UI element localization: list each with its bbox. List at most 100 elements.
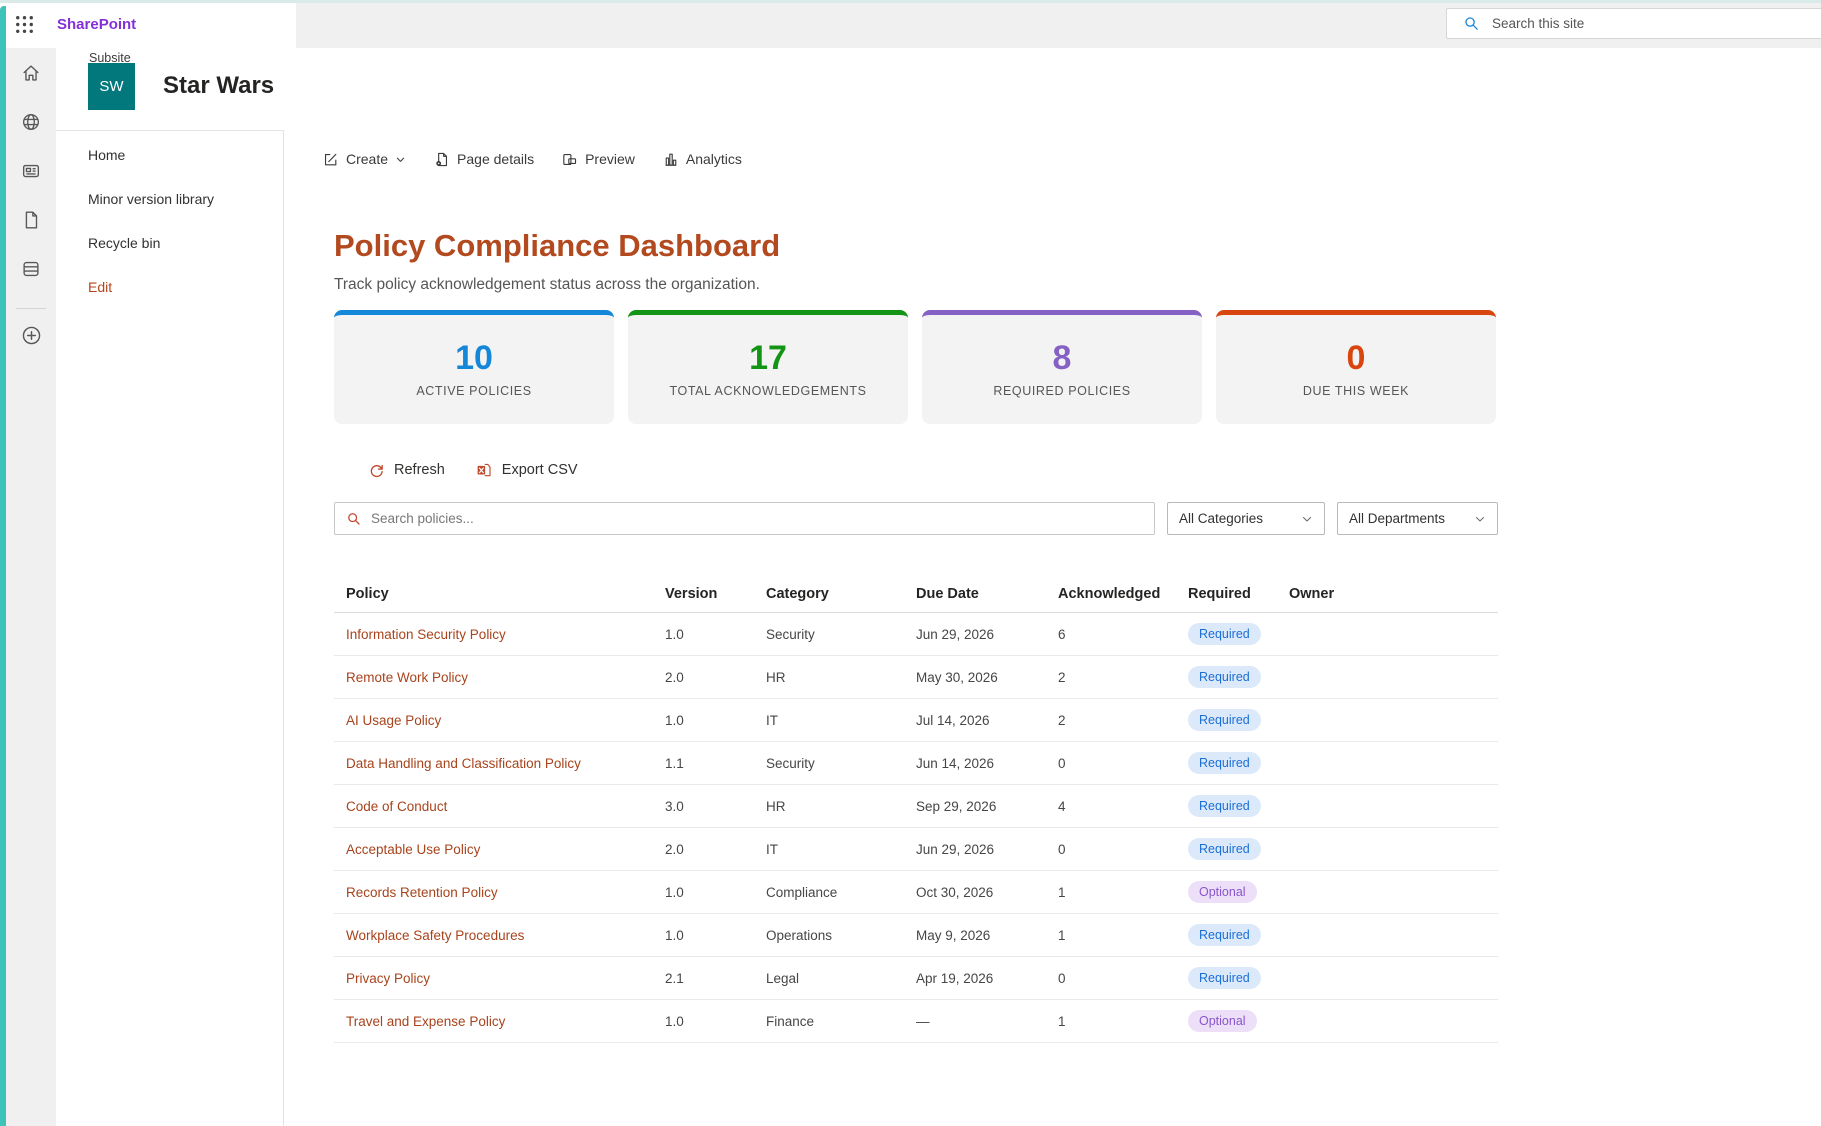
cell-category: IT <box>766 841 778 857</box>
cell-category: Security <box>766 626 815 642</box>
required-badge: Required <box>1188 623 1261 645</box>
table-row: Code of Conduct 3.0 HR Sep 29, 2026 4 Re… <box>334 785 1498 828</box>
site-logo[interactable]: SW <box>88 63 135 110</box>
app-launcher-waffle-icon[interactable] <box>0 0 48 48</box>
cell-due-date: May 9, 2026 <box>916 927 991 943</box>
table-row: Privacy Policy 2.1 Legal Apr 19, 2026 0 … <box>334 957 1498 1000</box>
column-header-owner: Owner <box>1289 585 1335 602</box>
stat-value: 17 <box>749 339 787 377</box>
create-button[interactable]: Create <box>322 151 406 168</box>
site-header: Subsite SW Star Wars <box>56 48 1821 130</box>
chevron-down-icon <box>1476 516 1484 521</box>
cell-due-date: Jun 29, 2026 <box>916 626 995 642</box>
policy-link[interactable]: Data Handling and Classification Policy <box>346 755 581 771</box>
preview-devices-icon <box>563 153 577 165</box>
cell-category: Operations <box>766 927 833 943</box>
required-badge: Optional <box>1188 1010 1257 1032</box>
analytics-label: Analytics <box>685 151 742 167</box>
policy-link[interactable]: Records Retention Policy <box>346 884 498 900</box>
waffle-grid-icon <box>15 15 33 33</box>
cell-version: 2.1 <box>665 970 684 986</box>
page-details-button[interactable]: Page details <box>433 151 534 168</box>
cell-due-date: — <box>916 1013 930 1029</box>
table-row: Workplace Safety Procedures 1.0 Operatio… <box>334 914 1498 957</box>
policy-link[interactable]: Acceptable Use Policy <box>346 841 481 857</box>
cell-version: 1.0 <box>665 712 684 728</box>
page-subtitle: Track policy acknowledgement status acro… <box>334 276 760 293</box>
refresh-label: Refresh <box>394 462 445 478</box>
page-content: Create Page details Preview <box>284 130 1821 1126</box>
required-badge: Required <box>1188 709 1261 731</box>
cell-category: Compliance <box>766 884 838 900</box>
news-icon[interactable] <box>19 159 43 183</box>
cell-due-date: Apr 19, 2026 <box>916 970 994 986</box>
cell-category: IT <box>766 712 778 728</box>
cell-acknowledged: 0 <box>1058 755 1066 771</box>
refresh-icon <box>370 464 383 477</box>
table-header: Policy Version Category Due Date Acknowl… <box>334 575 1498 613</box>
sharepoint-brand-link[interactable]: SharePoint <box>57 15 137 33</box>
rail-divider <box>16 308 46 309</box>
category-filter-dropdown[interactable]: All Categories <box>1167 502 1325 535</box>
cell-version: 1.0 <box>665 1013 684 1029</box>
cell-acknowledged: 0 <box>1058 970 1066 986</box>
compose-icon <box>324 153 337 165</box>
policy-search-box[interactable] <box>334 502 1155 535</box>
cell-category: Finance <box>766 1013 815 1029</box>
cell-version: 2.0 <box>665 669 684 685</box>
nav-item-minor-version-library[interactable]: Minor version library <box>88 191 215 207</box>
policy-search-input[interactable] <box>371 511 1111 526</box>
preview-button[interactable]: Preview <box>561 151 635 168</box>
policy-link[interactable]: Privacy Policy <box>346 970 431 986</box>
cell-due-date: Jun 14, 2026 <box>916 755 995 771</box>
required-badge: Required <box>1188 924 1261 946</box>
site-search-input[interactable] <box>1492 16 1752 31</box>
chevron-down-icon <box>1303 516 1311 521</box>
content-list-icon[interactable] <box>19 257 43 281</box>
suite-top-bar: SharePoint <box>0 0 1821 48</box>
export-csv-button[interactable]: Export CSV <box>475 461 578 479</box>
policy-link[interactable]: Travel and Expense Policy <box>346 1013 506 1029</box>
required-badge: Optional <box>1188 881 1257 903</box>
required-badge: Required <box>1188 795 1261 817</box>
analytics-button[interactable]: Analytics <box>662 151 742 168</box>
table-row: Remote Work Policy 2.0 HR May 30, 2026 2… <box>334 656 1498 699</box>
required-badge: Required <box>1188 967 1261 989</box>
policy-link[interactable]: Remote Work Policy <box>346 669 469 685</box>
policy-link[interactable]: Information Security Policy <box>346 626 506 642</box>
nav-edit-link[interactable]: Edit <box>88 279 113 295</box>
department-filter-value: All Departments <box>1349 511 1446 526</box>
refresh-button[interactable]: Refresh <box>368 462 445 479</box>
cell-due-date: Sep 29, 2026 <box>916 798 997 814</box>
stat-card: 17 TOTAL ACKNOWLEDGEMENTS <box>628 310 908 424</box>
policy-link[interactable]: Code of Conduct <box>346 798 448 814</box>
stat-value: 8 <box>1052 339 1072 377</box>
export-csv-label: Export CSV <box>501 462 578 478</box>
cell-due-date: Jul 14, 2026 <box>916 712 990 728</box>
cell-due-date: Jun 29, 2026 <box>916 841 995 857</box>
globe-icon[interactable] <box>19 110 43 134</box>
nav-item-home[interactable]: Home <box>88 147 126 163</box>
column-header-due-date: Due Date <box>916 585 979 602</box>
suite-brand-area: SharePoint <box>0 0 296 48</box>
add-circle-icon[interactable] <box>19 323 43 347</box>
department-filter-dropdown[interactable]: All Departments <box>1337 502 1498 535</box>
required-badge: Required <box>1188 838 1261 860</box>
table-row: Acceptable Use Policy 2.0 IT Jun 29, 202… <box>334 828 1498 871</box>
cell-version: 1.1 <box>665 755 684 771</box>
page-title: Policy Compliance Dashboard <box>334 228 781 263</box>
table-row: Data Handling and Classification Policy … <box>334 742 1498 785</box>
column-header-policy: Policy <box>346 585 389 602</box>
nav-item-recycle-bin[interactable]: Recycle bin <box>88 235 161 251</box>
policy-link[interactable]: Workplace Safety Procedures <box>346 927 525 943</box>
column-header-required: Required <box>1188 585 1251 602</box>
table-row: Information Security Policy 1.0 Security… <box>334 613 1498 656</box>
cell-category: HR <box>766 669 786 685</box>
table-row: Travel and Expense Policy 1.0 Finance — … <box>334 1000 1498 1043</box>
site-search-box[interactable] <box>1446 8 1821 39</box>
home-icon[interactable] <box>19 61 43 85</box>
policy-link[interactable]: AI Usage Policy <box>346 712 442 728</box>
site-title[interactable]: Star Wars <box>163 72 275 99</box>
stat-label: ACTIVE POLICIES <box>416 384 532 398</box>
document-icon[interactable] <box>19 208 43 232</box>
